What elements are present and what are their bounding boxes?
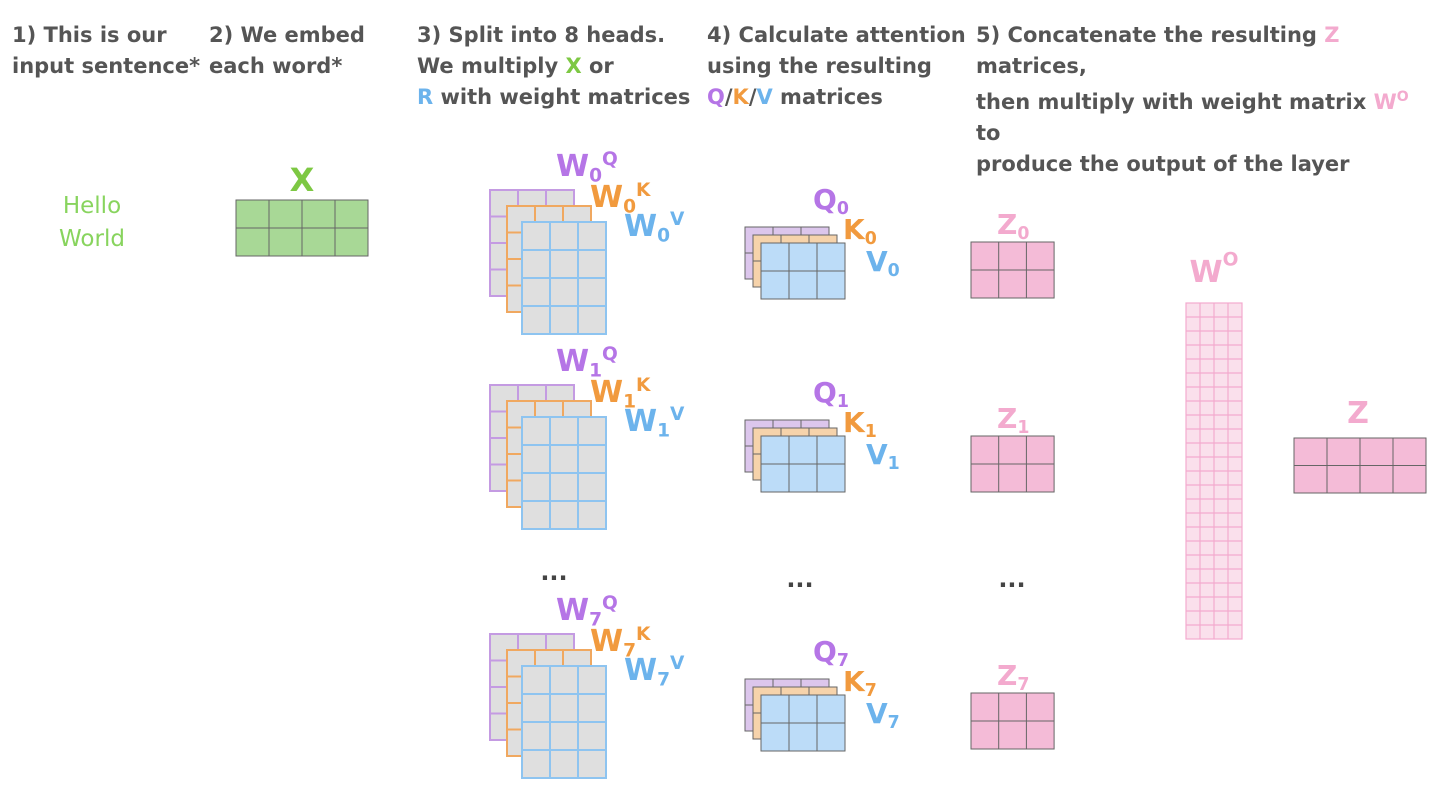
v-matrix: [760, 694, 846, 752]
wo-base: W: [1373, 90, 1397, 114]
step-1-caption: 1) This is our input sentence*: [12, 20, 200, 82]
x-label: X: [290, 161, 315, 199]
separator: /: [748, 85, 757, 109]
z-variable: Z: [1324, 23, 1340, 47]
wv-label: W0V: [624, 209, 685, 247]
separator: /: [724, 85, 733, 109]
weight-matrix-v: [521, 665, 607, 779]
z-head-matrix: [970, 692, 1055, 750]
wq-label: W0Q: [556, 149, 618, 187]
k-head-label: K0: [843, 213, 877, 249]
x-variable: X: [565, 54, 582, 78]
wv-label: W7V: [624, 653, 685, 691]
x-matrix: [235, 199, 369, 257]
wo-matrix: [1185, 302, 1243, 640]
step-4-line2: using the resulting: [707, 54, 932, 78]
k-variable: K: [732, 85, 749, 109]
k-head-label: K7: [843, 665, 877, 701]
wq-label: W7Q: [556, 593, 618, 631]
v-variable: V: [756, 85, 773, 109]
step-5-line3: produce the output of the layer: [976, 152, 1350, 176]
z-output-label: Z: [1347, 396, 1369, 431]
z-head-label: Z1: [997, 402, 1029, 438]
step-number: 2): [209, 23, 234, 47]
z-head-label: Z0: [997, 208, 1029, 244]
step-5-line2-end: to: [976, 121, 1001, 145]
step-3-line1: Split into 8 heads.: [448, 23, 666, 47]
z-head-label: Z7: [997, 659, 1029, 695]
step-number: 1): [12, 23, 37, 47]
step-2-line1: We embed: [240, 23, 365, 47]
v-head-label: V7: [866, 697, 900, 733]
wo-label: WO: [1190, 250, 1239, 291]
step-3-caption: 3) Split into 8 heads. We multiply X or R …: [417, 20, 690, 113]
step-4-line3: matrices: [772, 85, 883, 109]
weight-matrix-v: [521, 416, 607, 530]
step-number: 4): [707, 23, 732, 47]
step-4-caption: 4) Calculate attention using the resulti…: [707, 20, 966, 113]
step-number: 3): [417, 23, 442, 47]
wo-sup: O: [1396, 89, 1409, 105]
ellipsis: ...: [998, 565, 1025, 593]
q-head-label: Q0: [813, 183, 849, 219]
q-head-label: Q7: [813, 635, 849, 671]
v-matrix: [760, 242, 846, 300]
r-variable: R: [417, 85, 434, 109]
q-head-label: Q1: [813, 376, 849, 412]
wk-label: W0K: [590, 180, 651, 218]
step-1-line1: This is our: [43, 23, 167, 47]
wq-label: W1Q: [556, 344, 618, 382]
step-2-caption: 2) We embed each word*: [209, 20, 365, 82]
wk-label: W1K: [590, 375, 651, 413]
k-head-label: K1: [843, 406, 877, 442]
v-head-label: V0: [866, 245, 900, 281]
step-3-line2-end: or: [581, 54, 614, 78]
z-head-matrix: [970, 241, 1055, 299]
step-3-line2: We multiply: [417, 54, 566, 78]
ellipsis: ...: [786, 565, 813, 593]
z-output-matrix: [1293, 437, 1427, 494]
wo-variable: WO: [1373, 89, 1409, 114]
wk-label: W7K: [590, 624, 651, 662]
q-variable: Q: [707, 85, 725, 109]
step-5-line2: then multiply with weight matrix: [976, 90, 1374, 114]
ellipsis: ...: [540, 558, 567, 586]
step-4-line1: Calculate attention: [738, 23, 966, 47]
z-head-matrix: [970, 435, 1055, 493]
weight-matrix-v: [521, 221, 607, 335]
input-word: Hello: [62, 193, 122, 219]
step-1-line2: input sentence*: [12, 54, 201, 78]
step-2-line2: each word*: [209, 54, 343, 78]
step-5-line1: Concatenate the resulting: [1007, 23, 1325, 47]
step-3-line3: with weight matrices: [433, 85, 691, 109]
wv-label: W1V: [624, 404, 685, 442]
input-sentence: Hello World: [58, 190, 126, 256]
v-matrix: [760, 435, 846, 493]
v-head-label: V1: [866, 438, 900, 474]
input-word: World: [59, 226, 125, 252]
step-5-caption: 5) Concatenate the resulting Z matrices,…: [976, 20, 1436, 180]
step-5-line1-end: matrices,: [976, 54, 1087, 78]
step-number: 5): [976, 23, 1001, 47]
